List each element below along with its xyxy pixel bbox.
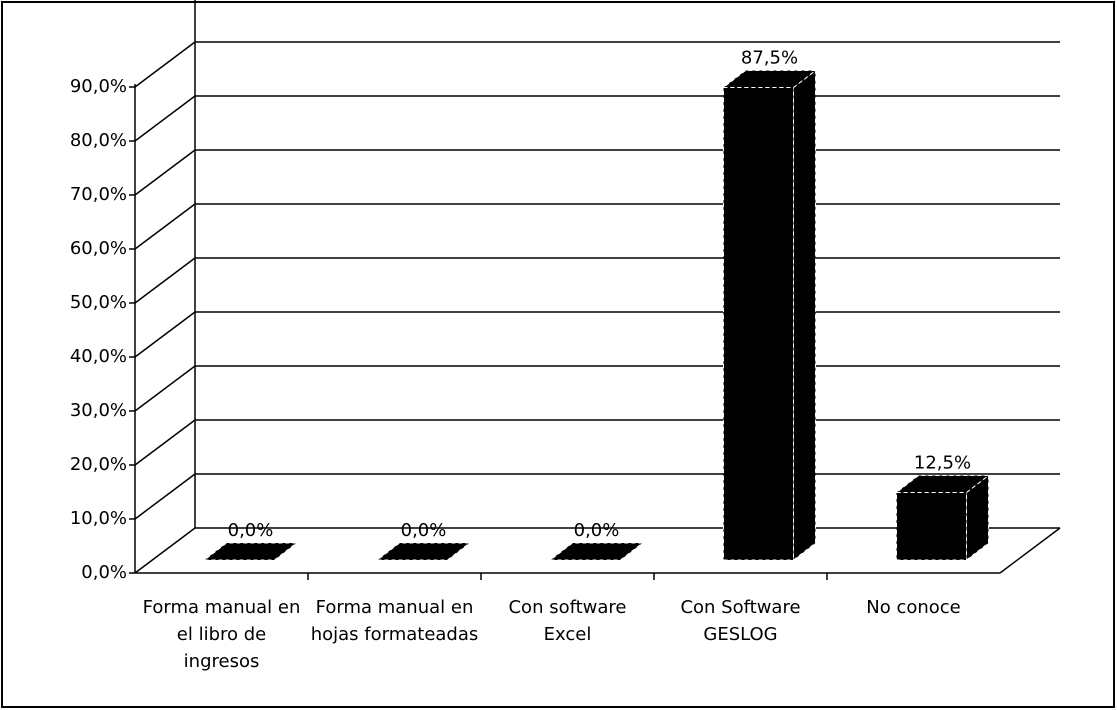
bar [376,542,471,561]
x-tick-label: Forma manual en el libro de ingresos [142,597,301,672]
bar-front [896,492,967,561]
grid-line [134,473,196,520]
bar-top [376,542,471,561]
bar-top [549,542,644,561]
bar-front [723,87,794,561]
x-tick-label: No conoce [866,597,961,618]
axis [999,527,1061,574]
y-tick-label: 40,0% [70,346,127,367]
y-tick-label: 80,0% [70,130,127,151]
bar [722,69,817,562]
grid-line [134,41,196,88]
y-tick-label: 0,0% [81,562,127,583]
x-tick-label: Con software Excel [508,597,627,645]
y-tick-label: 50,0% [70,292,127,313]
grid-line [134,95,196,142]
data-label: 0,0% [574,520,620,541]
grid-line [134,257,196,304]
x-tick-label: Forma manual en hojas formateadas [310,597,479,645]
y-tick-label: 60,0% [70,238,127,259]
y-tick-label: 30,0% [70,400,127,421]
grid-line [134,527,196,574]
bar [895,474,990,562]
data-label: 0,0% [401,520,447,541]
y-tick-label: 90,0% [70,76,127,97]
grid-line [134,419,196,466]
bar-top [722,70,817,88]
data-label: 87,5% [741,48,798,69]
grid-line [134,365,196,412]
grid-line [134,149,196,196]
grid-line [134,311,196,358]
bar-side [966,474,989,562]
bar-side [793,69,816,562]
bar [203,542,298,561]
bar-top [895,475,990,493]
y-tick-label: 70,0% [70,184,127,205]
x-tick-label: Con Software GESLOG [680,597,801,645]
data-label: 12,5% [914,453,971,474]
y-tick-label: 10,0% [70,508,127,529]
bar-top [203,542,298,561]
y-tick-label: 20,0% [70,454,127,475]
bar [549,542,644,561]
grid-line [134,203,196,250]
data-label: 0,0% [228,520,274,541]
